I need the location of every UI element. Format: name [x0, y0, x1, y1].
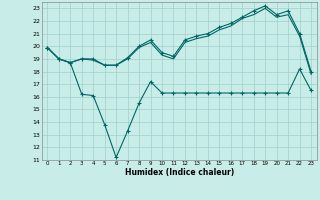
X-axis label: Humidex (Indice chaleur): Humidex (Indice chaleur) — [124, 168, 234, 177]
